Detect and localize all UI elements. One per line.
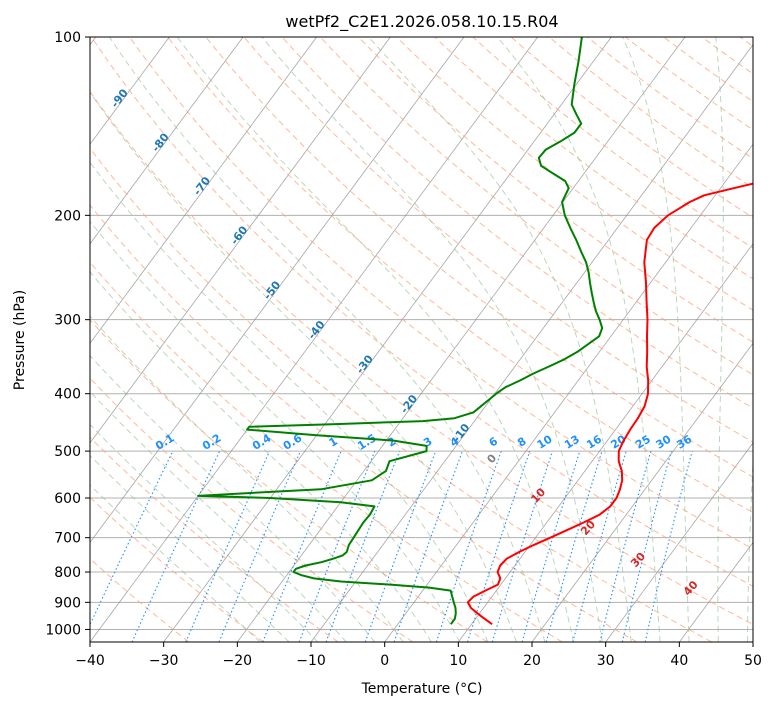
profile-lines [197, 37, 753, 626]
moist-adiabat-line [90, 271, 432, 642]
moist-adiabat-line [715, 37, 724, 642]
dry-adiabat-line [90, 261, 563, 642]
y-tick-label: 900 [54, 595, 81, 611]
isotherm-line [458, 243, 753, 642]
background-lines [90, 37, 753, 642]
y-tick-label: 100 [54, 30, 81, 46]
isotherm-line [90, 37, 244, 245]
isotherm-line [90, 37, 170, 145]
y-tick-label: 300 [54, 313, 81, 329]
mixing-ratio-line [298, 450, 376, 642]
mixing-ratio-line [545, 450, 603, 642]
moist-adiabat-line [90, 423, 319, 642]
mixing-ratio-line [572, 450, 627, 642]
temperature-line [466, 182, 753, 626]
moist-adiabat-line [622, 37, 690, 642]
y-tick-label: 700 [54, 531, 81, 547]
moist-adiabat-line [90, 454, 290, 642]
plot-frame [89, 36, 754, 643]
y-tick-label: 600 [54, 491, 81, 507]
moist-adiabat-line [497, 37, 661, 642]
x-tick-label: 10 [449, 653, 467, 669]
mixing-ratio-line [644, 450, 693, 642]
x-tick-label: −30 [149, 653, 179, 669]
moist-adiabat-line [90, 220, 461, 642]
x-tick-label: 40 [670, 653, 688, 669]
dry-adiabat-line [90, 377, 414, 642]
dry-adiabat-line [129, 37, 753, 550]
isotherm-line [605, 442, 753, 642]
x-tick-label: 50 [744, 653, 762, 669]
dry-adiabat-line [396, 37, 753, 311]
mixing-ratio-line [364, 450, 437, 642]
moist-adiabat-line [90, 390, 347, 642]
moist-adiabat-line [108, 37, 546, 642]
y-tick-label: 800 [54, 565, 81, 581]
isotherm-line [90, 37, 465, 544]
isotherm-line [163, 37, 612, 642]
mixing-ratio-line [491, 450, 554, 642]
dry-adiabat-line [167, 37, 753, 514]
dry-adiabat-line [358, 37, 753, 343]
moist-adiabat-line [368, 37, 632, 642]
moist-adiabat-line [747, 453, 753, 642]
moist-adiabat-line [261, 37, 603, 642]
x-tick-label: 20 [523, 653, 541, 669]
isotherm-line [90, 37, 391, 444]
mixing-ratio-line [521, 450, 581, 642]
mixing-ratio-line [218, 450, 301, 642]
dry-adiabat-line [90, 147, 712, 642]
y-tick-label: 1000 [45, 622, 81, 638]
mixing-ratio-line [393, 450, 463, 642]
isotherm-line [384, 143, 753, 642]
isotherm-line [90, 37, 539, 642]
x-axis-label: Temperature (°C) [361, 681, 483, 697]
dry-adiabat-line [319, 37, 753, 376]
x-tick-label: 0 [380, 653, 389, 669]
mixing-ratio-line [185, 450, 271, 642]
y-tick-label: 400 [54, 387, 81, 403]
moist-adiabat-line [90, 91, 517, 642]
dewpoint-line [197, 37, 604, 625]
x-tick-label: −40 [75, 653, 105, 669]
y-axis-label: Pressure (hPa) [12, 290, 28, 390]
mixing-ratio-line [325, 450, 401, 642]
dry-adiabat-line [90, 37, 753, 587]
y-tick-label: 500 [54, 444, 81, 460]
mixing-ratio-line [466, 450, 531, 642]
moist-adiabat-line [90, 315, 404, 642]
dry-adiabat-line [90, 90, 753, 626]
x-tick-label: −20 [223, 653, 253, 669]
x-tick-label: 30 [597, 653, 615, 669]
mixing-ratio-line [599, 450, 652, 642]
mixing-ratio-line [435, 450, 502, 642]
mixing-ratio-line [262, 450, 342, 642]
moist-adiabat-line [90, 354, 376, 642]
isotherm-line [310, 44, 753, 642]
chart-title: wetPf2_C2E1.2026.058.10.15.R04 [285, 12, 558, 32]
dry-adiabat-line [90, 204, 638, 642]
isotherm-line [90, 37, 318, 345]
moist-adiabat-line [176, 37, 575, 642]
isotherm-line [531, 342, 753, 642]
mixing-ratio-line [621, 450, 672, 642]
moist-adiabat-line [90, 161, 489, 642]
isotherm-line [237, 37, 686, 642]
x-tick-label: −10 [296, 653, 326, 669]
y-tick-label: 200 [54, 208, 81, 224]
